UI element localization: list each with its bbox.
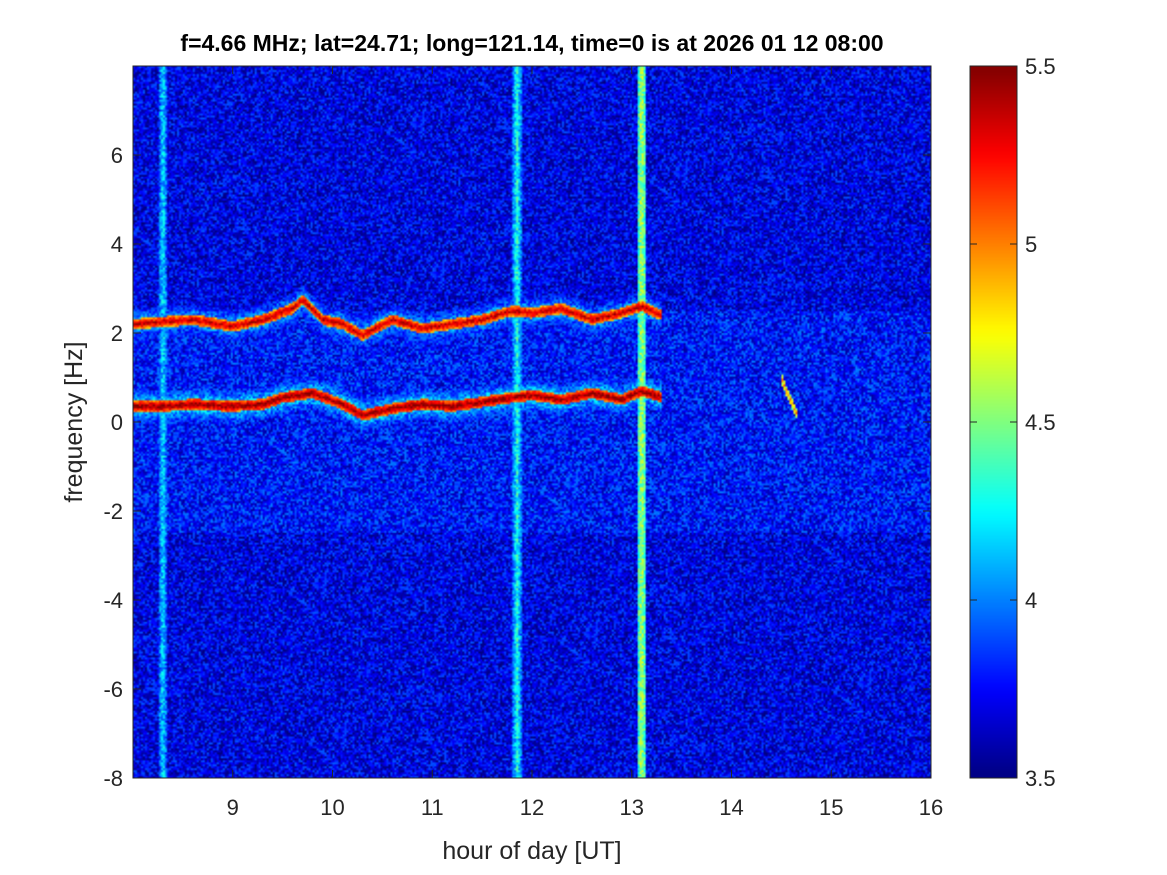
x-tick-label: 13 (620, 795, 644, 820)
chart-title: f=4.66 MHz; lat=24.71; long=121.14, time… (180, 30, 883, 56)
colorbar-tick-label: 4 (1025, 588, 1037, 613)
colorbar-gradient (970, 66, 1017, 778)
colorbar-tick-label: 5.5 (1025, 54, 1056, 79)
x-tick-label: 14 (719, 795, 743, 820)
colorbar-axis: 3.5 4 4.5 5 5.5 (970, 54, 1056, 791)
x-tick-label: 12 (520, 795, 544, 820)
colorbar-tick-label: 4.5 (1025, 410, 1056, 435)
x-axis: 9 10 11 12 13 14 15 16 (227, 66, 943, 820)
y-axis: -8 -6 -4 -2 0 2 4 6 (103, 143, 931, 791)
y-tick-label: -8 (103, 766, 123, 791)
heatmap-image (133, 66, 931, 778)
x-axis-label: hour of day [UT] (442, 837, 621, 865)
x-tick-label: 11 (421, 795, 444, 820)
y-tick-label: 6 (111, 143, 123, 168)
plot-area: 9 10 11 12 13 14 15 16 -8 -6 -4 -2 0 2 4 6 (103, 65, 943, 820)
x-tick-label: 15 (819, 795, 843, 820)
y-tick-label: 0 (111, 410, 123, 435)
colorbar-tick-label: 5 (1025, 232, 1037, 257)
x-tick-label: 9 (227, 795, 239, 820)
y-tick-label: 4 (111, 232, 123, 257)
y-axis-label: frequency [Hz] (60, 341, 88, 502)
colorbar: 3.5 4 4.5 5 5.5 (969, 54, 1056, 791)
y-tick-label: -6 (103, 677, 123, 702)
y-tick-label: -2 (103, 499, 123, 524)
x-tick-label: 10 (320, 795, 344, 820)
y-tick-label: 2 (111, 321, 123, 346)
colorbar-tick-label: 3.5 (1025, 766, 1056, 791)
x-tick-label: 16 (919, 795, 943, 820)
y-tick-label: -4 (103, 588, 123, 613)
